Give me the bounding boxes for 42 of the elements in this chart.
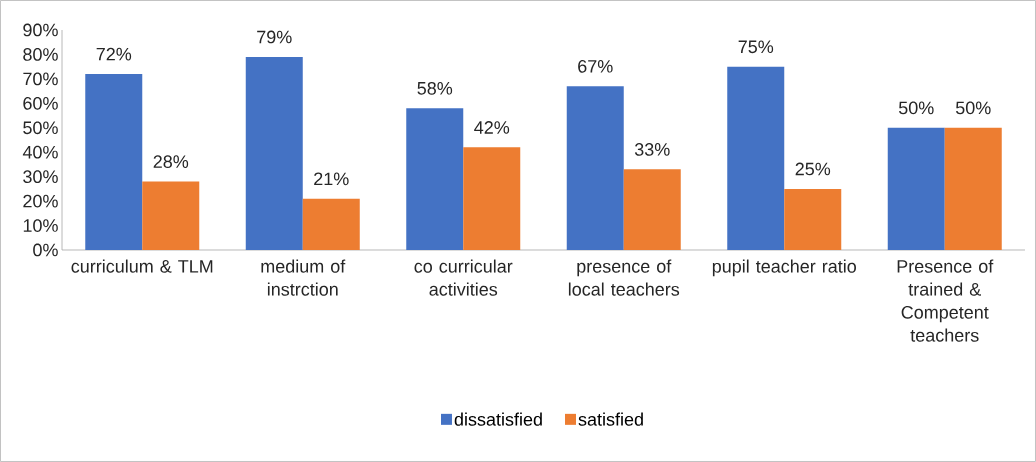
data-label: 79% <box>257 30 292 44</box>
bar <box>85 74 143 250</box>
y-tick-label: 90% <box>23 23 58 37</box>
bar <box>623 169 681 250</box>
y-tick-label: 30% <box>23 170 58 184</box>
y-tick-label: 10% <box>23 219 58 232</box>
bar <box>302 198 360 250</box>
y-tick-label: 40% <box>22 145 58 159</box>
y-tick-label: 80% <box>23 48 58 61</box>
y-tick-label: 20% <box>23 194 58 208</box>
legend-label: satisfied <box>578 412 643 426</box>
data-label: 50% <box>898 101 934 115</box>
x-tick-label: co curricular activities <box>414 259 513 296</box>
y-tick-label: 50% <box>23 121 58 135</box>
data-label: 25% <box>795 162 831 176</box>
bar <box>142 181 200 250</box>
data-label: 21% <box>314 172 349 186</box>
legend-label: dissatisfied <box>454 412 542 426</box>
y-tick-label: 0% <box>33 243 58 257</box>
x-tick-label: pupil teacher ratio <box>712 259 856 277</box>
data-label: 50% <box>955 101 991 115</box>
bar <box>944 127 1002 250</box>
x-tick-label: presence of local teachers <box>568 259 680 296</box>
data-label: 72% <box>96 47 132 61</box>
bar <box>463 147 521 250</box>
data-label: 58% <box>417 81 453 95</box>
bar <box>245 56 303 250</box>
x-tick-label: medium of instrction <box>261 259 346 296</box>
bar <box>887 127 945 250</box>
bar <box>784 188 842 250</box>
data-label: 75% <box>738 40 774 54</box>
bar <box>727 66 785 250</box>
data-label: 42% <box>474 121 510 134</box>
bar <box>406 108 464 250</box>
data-label: 33% <box>634 143 670 156</box>
data-label: 28% <box>153 155 189 169</box>
data-label: 67% <box>578 59 613 73</box>
y-tick-label: 70% <box>23 72 58 86</box>
bar <box>566 86 624 250</box>
y-tick-label: 60% <box>23 96 58 110</box>
x-tick-label: Presence of trained & Competent teachers <box>897 259 994 342</box>
x-tick-label: curriculum & TLM <box>71 259 213 273</box>
